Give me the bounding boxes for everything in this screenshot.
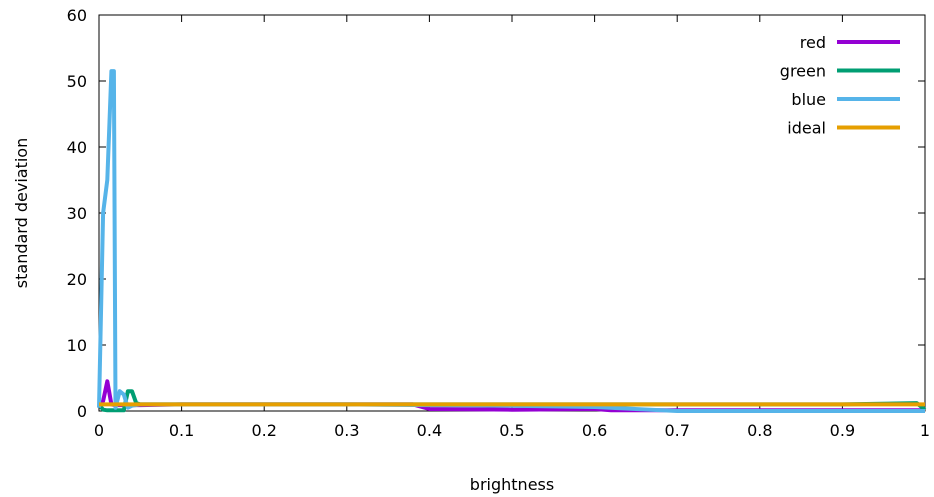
y-tick-label: 0	[77, 402, 87, 421]
x-tick-label: 0.9	[830, 421, 855, 440]
series-lines	[97, 69, 927, 413]
y-tick-label: 10	[67, 336, 87, 355]
y-tick-label: 60	[67, 6, 87, 25]
x-tick-label: 0.8	[747, 421, 772, 440]
x-tick-label: 0.2	[251, 421, 276, 440]
x-axis-title: brightness	[470, 475, 554, 494]
legend-label-green: green	[780, 62, 826, 81]
y-tick-label: 30	[67, 204, 87, 223]
y-tick-label: 50	[67, 72, 87, 91]
x-tick-label: 0	[94, 421, 104, 440]
legend-label-ideal: ideal	[787, 119, 826, 138]
x-tick-label: 0.3	[334, 421, 359, 440]
x-tick-label: 0.7	[664, 421, 689, 440]
x-tick-label: 0.6	[582, 421, 607, 440]
y-axis-title: standard deviation	[12, 138, 31, 288]
x-tick-label: 0.1	[169, 421, 194, 440]
x-tick-label: 0.5	[499, 421, 524, 440]
legend-label-blue: blue	[791, 90, 826, 109]
y-tick-label: 40	[67, 138, 87, 157]
legend-label-red: red	[800, 33, 826, 52]
y-tick-label: 20	[67, 270, 87, 289]
axis-ticks: 0 0.1 0.2 0.3 0.4 0.5 0.6 0.7 0.8 0.9 101020304050…	[67, 6, 930, 440]
x-tick-label: 1	[920, 421, 930, 440]
legend: red green blue ideal	[780, 33, 900, 138]
x-tick-label: 0.4	[417, 421, 442, 440]
